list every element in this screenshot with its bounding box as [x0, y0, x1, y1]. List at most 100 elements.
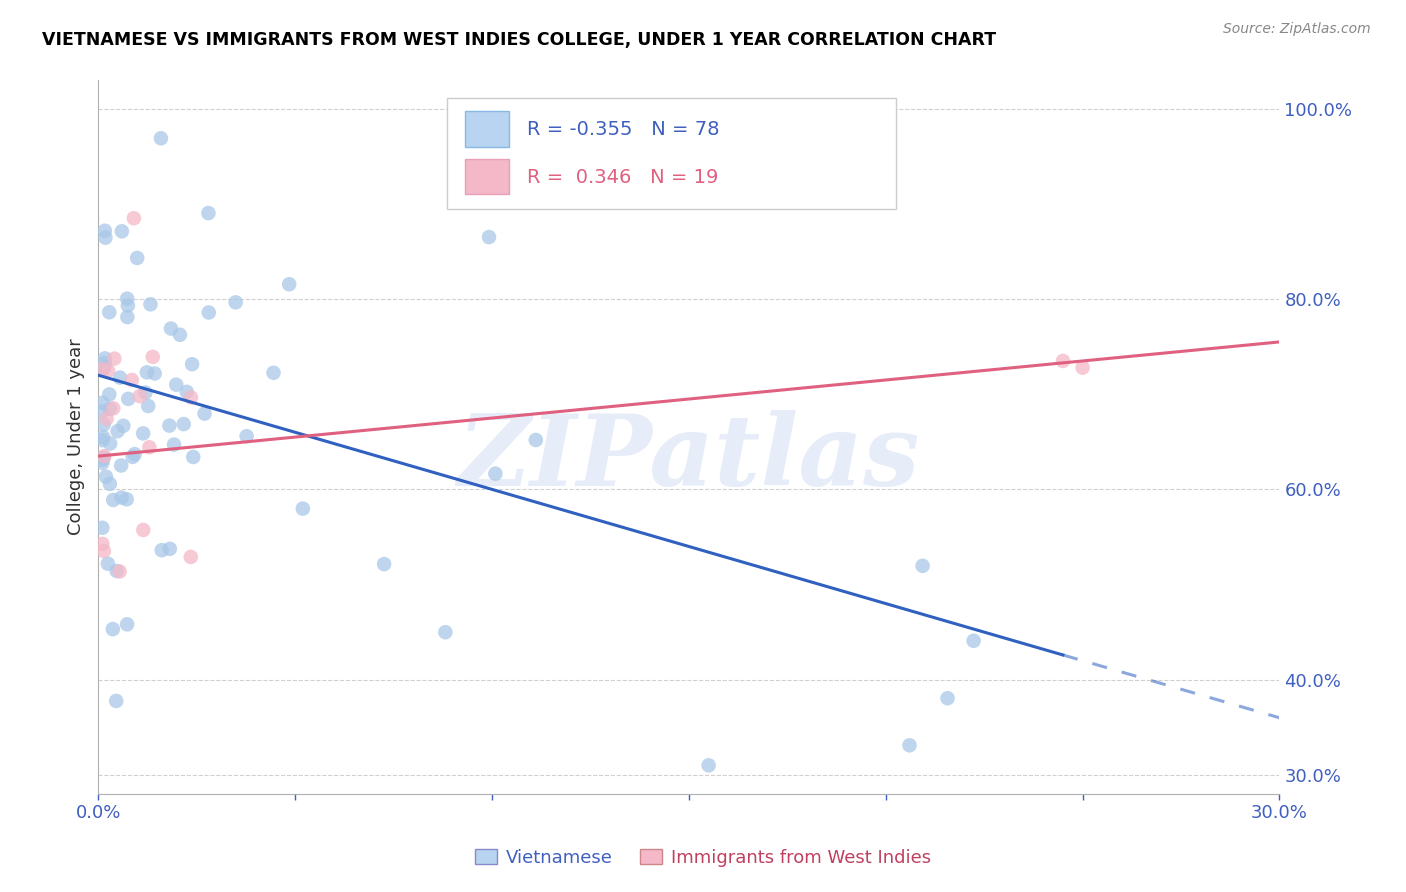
Text: R =  0.346   N = 19: R = 0.346 N = 19: [527, 168, 718, 186]
Point: [197, 206, 219, 220]
Point: [110, 491, 132, 505]
Point: [180, 391, 202, 405]
Point: [484, 467, 506, 481]
Point: [91, 433, 114, 447]
Point: [94, 224, 117, 238]
Point: [91, 537, 114, 551]
Point: [107, 424, 129, 438]
Point: [98, 436, 121, 450]
Point: [96, 411, 118, 425]
Point: [94, 351, 117, 366]
Point: [110, 458, 132, 473]
Point: [962, 633, 984, 648]
Point: [263, 366, 285, 380]
Point: [117, 392, 139, 406]
Point: [225, 295, 247, 310]
Point: [165, 377, 187, 392]
Point: [108, 565, 131, 579]
Point: [1071, 360, 1094, 375]
Point: [478, 230, 501, 244]
Point: [112, 418, 135, 433]
Point: [91, 362, 114, 376]
Text: Source: ZipAtlas.com: Source: ZipAtlas.com: [1223, 22, 1371, 37]
Point: [128, 389, 150, 403]
Point: [121, 450, 143, 464]
Point: [135, 365, 157, 379]
Point: [108, 370, 131, 384]
Point: [291, 501, 314, 516]
Point: [157, 418, 180, 433]
Point: [138, 440, 160, 454]
Text: ZIPatlas: ZIPatlas: [458, 410, 920, 507]
Point: [115, 492, 138, 507]
Point: [117, 310, 139, 324]
Point: [103, 493, 125, 508]
Point: [697, 758, 720, 772]
Point: [197, 305, 219, 319]
Point: [142, 350, 165, 364]
Point: [169, 327, 191, 342]
Point: [91, 395, 114, 409]
Point: [132, 426, 155, 441]
Point: [1052, 354, 1074, 368]
Point: [93, 356, 115, 370]
Point: [91, 430, 114, 444]
Bar: [464, 111, 509, 146]
Point: [134, 385, 156, 400]
Point: [93, 544, 115, 558]
Point: [159, 541, 181, 556]
Point: [97, 557, 120, 571]
Point: [132, 523, 155, 537]
Point: [93, 359, 115, 374]
Point: [149, 131, 172, 145]
Point: [139, 297, 162, 311]
Point: [98, 305, 121, 319]
Point: [936, 691, 959, 706]
Point: [101, 622, 124, 636]
Point: [98, 401, 121, 416]
Point: [93, 450, 115, 465]
Point: [91, 404, 114, 418]
Point: [181, 357, 204, 371]
Point: [93, 449, 115, 463]
Point: [91, 363, 114, 377]
Point: [115, 617, 138, 632]
Point: [180, 549, 202, 564]
Point: [122, 211, 145, 226]
Point: [94, 469, 117, 483]
Point: [173, 417, 195, 431]
Point: [898, 739, 921, 753]
Point: [160, 321, 183, 335]
Point: [911, 558, 934, 573]
FancyBboxPatch shape: [447, 98, 896, 209]
Bar: [464, 159, 509, 194]
Point: [97, 363, 120, 377]
Text: VIETNAMESE VS IMMIGRANTS FROM WEST INDIES COLLEGE, UNDER 1 YEAR CORRELATION CHAR: VIETNAMESE VS IMMIGRANTS FROM WEST INDIE…: [42, 31, 997, 49]
Point: [181, 450, 204, 464]
Point: [121, 373, 143, 387]
Point: [143, 367, 166, 381]
Legend: Vietnamese, Immigrants from West Indies: Vietnamese, Immigrants from West Indies: [468, 842, 938, 874]
Point: [524, 433, 547, 447]
Point: [98, 476, 121, 491]
Point: [105, 564, 128, 578]
Point: [136, 399, 159, 413]
Point: [117, 299, 139, 313]
Point: [91, 452, 114, 467]
Y-axis label: College, Under 1 year: College, Under 1 year: [67, 339, 86, 535]
Point: [150, 543, 173, 558]
Point: [115, 292, 138, 306]
Point: [373, 557, 395, 571]
Point: [93, 417, 115, 432]
Point: [127, 251, 149, 265]
Point: [163, 437, 186, 451]
Point: [94, 230, 117, 244]
Point: [103, 401, 125, 416]
Point: [105, 694, 128, 708]
Text: R = -0.355   N = 78: R = -0.355 N = 78: [527, 120, 720, 139]
Point: [176, 384, 198, 399]
Point: [278, 277, 301, 292]
Point: [235, 429, 257, 443]
Point: [194, 407, 217, 421]
Point: [98, 387, 121, 401]
